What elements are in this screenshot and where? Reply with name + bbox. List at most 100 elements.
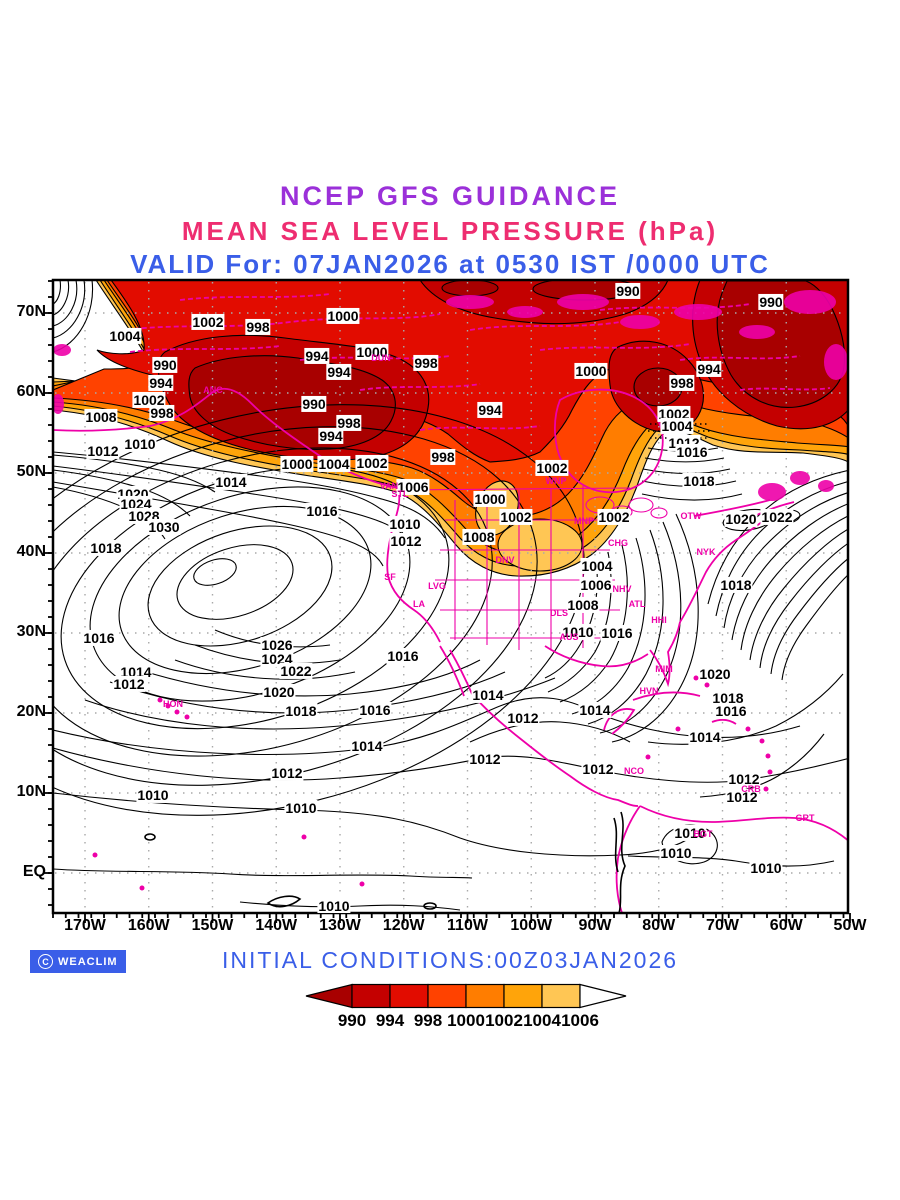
pressure-label: 1016 (675, 443, 709, 461)
lat-tick-label: 40N (16, 543, 46, 560)
pressure-label: 1016 (714, 702, 748, 720)
pressure-label: 1006 (579, 576, 613, 594)
axis-ticks (44, 280, 851, 923)
pressure-label: 1010 (561, 623, 595, 641)
pressure-label: 1010 (659, 844, 693, 862)
station-label: HON (163, 699, 183, 709)
lat-tick-label: 50N (16, 463, 46, 480)
colorbar-tick-label: 1004 (523, 1011, 561, 1030)
pressure-label: 1026 (260, 636, 294, 654)
station-label: CHG (608, 538, 628, 548)
pressure-label: 1004 (317, 455, 351, 473)
station-label: VAN (379, 481, 399, 491)
initial-conditions-line: INITIAL CONDITIONS:00Z03JAN2026 (221, 947, 679, 973)
lat-tick-label: EQ (22, 863, 46, 880)
pressure-label: 1000 (280, 455, 314, 473)
station-label: NYK (696, 547, 716, 557)
station-label: HHI (651, 615, 667, 625)
colorbar-segment (503, 983, 543, 1009)
lon-tick-label: 50W (833, 917, 867, 934)
pressure-label: 994 (318, 427, 344, 445)
valid-time-line: VALID For: 07JAN2026 at 0530 IST /0000 U… (130, 249, 770, 279)
station-label: DUN (371, 353, 391, 363)
lon-tick-label: 160W (127, 917, 170, 934)
pressure-label: 1010 (284, 799, 318, 817)
pressure-label: 1002 (499, 508, 533, 526)
lon-tick-label: 170W (64, 917, 106, 934)
station-label: STL (391, 489, 409, 499)
pressure-label: 1004 (660, 417, 694, 435)
pressure-label: 1012 (86, 442, 120, 460)
lon-tick-label: 110W (447, 917, 488, 934)
pressure-label: 990 (301, 395, 327, 413)
colorbar-right-arrow (579, 983, 627, 1009)
colorbar-segment (427, 983, 467, 1009)
pressure-label: 1018 (719, 576, 753, 594)
pressure-label: 1008 (462, 528, 496, 546)
pressure-label: 1030 (147, 518, 181, 536)
pressure-label: 1002 (132, 391, 166, 409)
pressure-label: 994 (326, 363, 352, 381)
pressure-label: 1010 (317, 897, 351, 913)
pressure-label: 1014 (471, 686, 505, 704)
pressure-label: 1022 (760, 508, 794, 526)
pressure-label: 1014 (350, 737, 384, 755)
pressure-label: 1010 (388, 515, 422, 533)
pressure-label: 1004 (108, 327, 142, 345)
pressure-label: 1002 (597, 508, 631, 526)
copyright-icon: C (38, 954, 53, 969)
pressure-label: 1012 (270, 764, 304, 782)
pressure-label: 998 (245, 318, 271, 336)
colorbar-tick-label: 1006 (561, 1011, 599, 1030)
pressure-label: 1012 (389, 532, 423, 550)
pressure-label: 1022 (279, 662, 313, 680)
lat-tick-label: 10N (16, 783, 46, 800)
pressure-label: 1020 (724, 510, 758, 528)
colorbar-tick-label: 1000 (447, 1011, 485, 1030)
pressure-label: 994 (304, 347, 330, 365)
lon-tick-label: 70W (706, 917, 739, 934)
lat-tick-label: 70N (16, 303, 46, 320)
lon-tick-label: 140W (255, 917, 298, 934)
pressure-label: 998 (413, 354, 439, 372)
pressure-label: 1010 (136, 786, 170, 804)
lon-tick-label: 130W (319, 917, 361, 934)
pressure-label: 1020 (698, 665, 732, 683)
pressure-label: 1016 (305, 502, 339, 520)
colorbar-left-arrow (305, 983, 353, 1009)
pressure-label: 994 (477, 401, 503, 419)
pressure-label: 1020 (262, 683, 296, 701)
pressure-label: 998 (430, 448, 456, 466)
colorbar-segment (351, 983, 391, 1009)
pressure-label: 1016 (82, 629, 116, 647)
lon-tick-label: 80W (642, 917, 676, 934)
colorbar-segment (389, 983, 429, 1009)
map-label-overlay: 1004 1002 998 1000 1000 998 990 990 990 994 994 994… (53, 280, 848, 913)
pressure-label: 1016 (600, 624, 634, 642)
pressure-label: 1014 (578, 701, 612, 719)
pressure-label: 1012 (727, 770, 761, 788)
colorbar-tick-label: 994 (375, 1011, 405, 1030)
pressure-label: 1002 (191, 313, 225, 331)
pressure-label: 1000 (574, 362, 608, 380)
pressure-label: 990 (758, 293, 784, 311)
colorbar-segment (541, 983, 581, 1009)
station-label: OTW (680, 511, 702, 521)
pressure-label: 998 (336, 414, 362, 432)
pressure-label: 998 (669, 374, 695, 392)
pressure-label: 1008 (566, 596, 600, 614)
station-label: NHV (612, 584, 632, 594)
pressure-label: 1012 (581, 760, 615, 778)
pressure-label: 990 (615, 282, 641, 300)
lat-tick-label: 30N (16, 623, 46, 640)
lat-tick-label: 60N (16, 383, 46, 400)
pressure-label: 1012 (112, 675, 146, 693)
pressure-label: 1000 (473, 490, 507, 508)
station-label: MIM (655, 664, 673, 674)
weaclim-logo-badge: C WEACLIM (30, 950, 126, 973)
station-label: AUS (559, 632, 579, 642)
chart-subtitle: MEAN SEA LEVEL PRESSURE (hPa) (181, 216, 719, 246)
colorbar-segment (465, 983, 505, 1009)
pressure-label: 1008 (84, 408, 118, 426)
